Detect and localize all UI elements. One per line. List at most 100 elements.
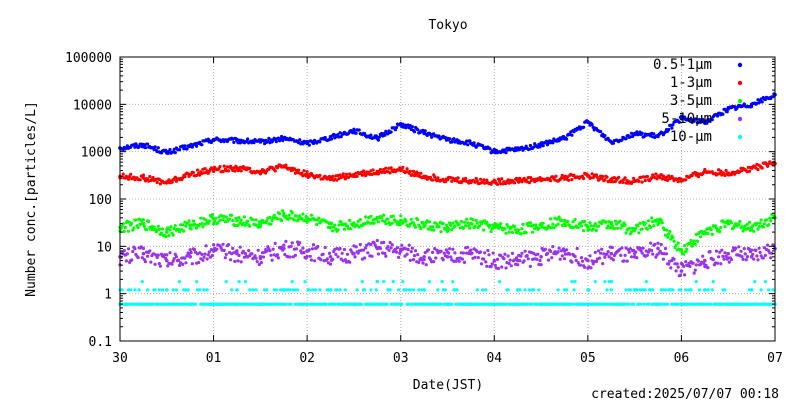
data-point xyxy=(241,249,245,253)
data-point xyxy=(218,165,222,169)
data-point xyxy=(125,302,129,306)
data-point xyxy=(231,246,235,250)
data-point xyxy=(489,229,493,234)
data-point xyxy=(136,225,140,230)
data-point xyxy=(571,220,575,224)
data-point xyxy=(411,221,416,225)
data-point xyxy=(455,288,459,292)
data-point xyxy=(703,258,707,263)
data-point xyxy=(167,234,171,238)
data-point xyxy=(439,230,443,234)
x-tick-label: 30 xyxy=(112,351,128,366)
data-point xyxy=(243,223,248,227)
data-point xyxy=(622,259,626,263)
data-point xyxy=(251,218,255,222)
data-point xyxy=(579,224,584,228)
data-point xyxy=(570,178,574,182)
data-point xyxy=(466,221,470,225)
data-point xyxy=(265,249,269,253)
data-point xyxy=(363,256,367,260)
data-point xyxy=(386,244,390,249)
data-point xyxy=(461,251,465,255)
data-point xyxy=(408,169,412,173)
x-tick-label: 03 xyxy=(393,351,409,366)
data-point xyxy=(422,288,426,292)
data-point xyxy=(718,230,722,234)
data-point xyxy=(667,127,671,132)
data-point xyxy=(696,302,701,306)
data-point xyxy=(218,218,222,222)
data-point xyxy=(288,288,292,292)
data-point xyxy=(358,242,362,247)
data-point xyxy=(257,262,261,267)
data-point xyxy=(703,288,707,292)
data-point xyxy=(757,225,761,229)
data-point xyxy=(747,169,752,173)
data-point xyxy=(292,288,296,292)
data-point xyxy=(319,258,323,262)
data-point xyxy=(445,225,450,230)
data-point xyxy=(726,171,730,175)
data-point xyxy=(318,173,322,177)
data-point xyxy=(445,254,450,259)
data-point xyxy=(177,280,182,284)
data-point xyxy=(389,246,393,250)
data-point xyxy=(355,223,359,227)
data-point xyxy=(298,214,302,218)
data-point xyxy=(293,253,297,257)
data-point xyxy=(683,244,687,248)
data-point xyxy=(535,257,539,261)
data-point xyxy=(609,221,614,226)
data-point xyxy=(767,288,771,292)
data-point xyxy=(200,143,204,147)
data-point xyxy=(258,254,263,259)
data-point xyxy=(409,250,413,254)
data-point xyxy=(637,179,641,183)
data-point xyxy=(328,135,333,140)
data-point xyxy=(419,171,423,175)
data-point xyxy=(663,233,668,237)
data-point xyxy=(133,288,137,292)
data-point xyxy=(309,258,313,262)
data-point xyxy=(173,151,177,155)
data-point xyxy=(624,246,628,250)
data-point xyxy=(198,288,202,292)
data-point xyxy=(567,178,571,182)
data-point xyxy=(328,262,333,266)
data-point xyxy=(125,144,129,148)
data-point xyxy=(706,231,710,236)
data-point xyxy=(534,223,538,227)
data-point xyxy=(469,179,473,183)
data-point xyxy=(416,253,420,257)
data-point xyxy=(452,137,456,141)
data-point xyxy=(318,140,322,144)
data-point xyxy=(465,217,469,221)
data-point xyxy=(694,280,698,284)
data-point xyxy=(515,147,520,152)
data-point xyxy=(189,250,193,255)
data-point xyxy=(187,219,191,223)
y-axis-label: Number conc.[particles/L] xyxy=(24,101,39,297)
data-point xyxy=(621,180,625,184)
data-point xyxy=(762,246,767,250)
data-point xyxy=(583,265,587,269)
data-point xyxy=(729,257,734,262)
data-point xyxy=(492,149,497,154)
x-tick-label: 05 xyxy=(580,351,596,366)
data-point xyxy=(601,262,605,266)
legend-marker xyxy=(737,62,743,68)
legend-marker xyxy=(737,80,743,86)
data-point xyxy=(453,224,457,228)
data-point xyxy=(201,302,205,306)
data-point xyxy=(202,288,206,292)
data-point xyxy=(357,128,361,132)
data-point xyxy=(683,273,687,277)
data-point xyxy=(609,140,614,144)
data-point xyxy=(338,246,342,251)
data-point xyxy=(445,177,450,182)
data-point xyxy=(606,250,610,254)
data-point xyxy=(369,214,373,218)
data-point xyxy=(132,226,136,230)
data-point xyxy=(562,257,567,261)
data-point xyxy=(615,222,619,226)
